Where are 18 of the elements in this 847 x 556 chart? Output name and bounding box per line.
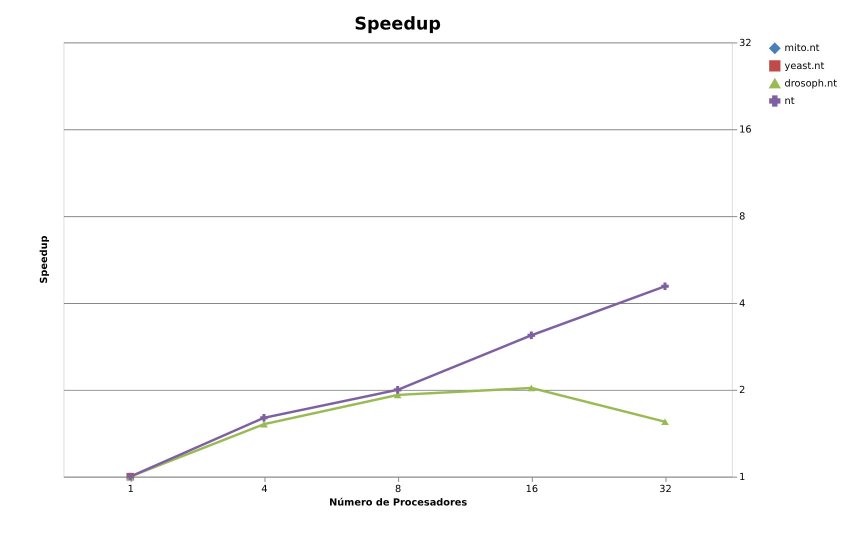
x-axis-title: Número de Procesadores (329, 497, 468, 508)
x-tick-label: 8 (395, 484, 402, 495)
legend-label: mito.nt (784, 43, 820, 54)
x-tick-label: 1 (128, 484, 134, 495)
legend-label: nt (784, 96, 795, 107)
legend-label: yeast.nt (784, 60, 824, 72)
y-tick-label: 16 (739, 124, 752, 136)
y-axis-title: Speedup (38, 235, 50, 284)
y-tick-label: 1 (739, 472, 746, 484)
legend-label: drosoph.nt (784, 78, 838, 90)
chart-title: Speedup (354, 14, 441, 35)
x-tick-label: 4 (261, 484, 268, 495)
x-tick-label: 32 (659, 484, 672, 495)
y-tick-label: 2 (739, 385, 746, 396)
y-tick-label: 4 (739, 298, 746, 310)
x-tick-label: 16 (526, 484, 538, 495)
y-tick-label: 32 (739, 38, 752, 49)
y-tick-label: 8 (739, 212, 746, 223)
